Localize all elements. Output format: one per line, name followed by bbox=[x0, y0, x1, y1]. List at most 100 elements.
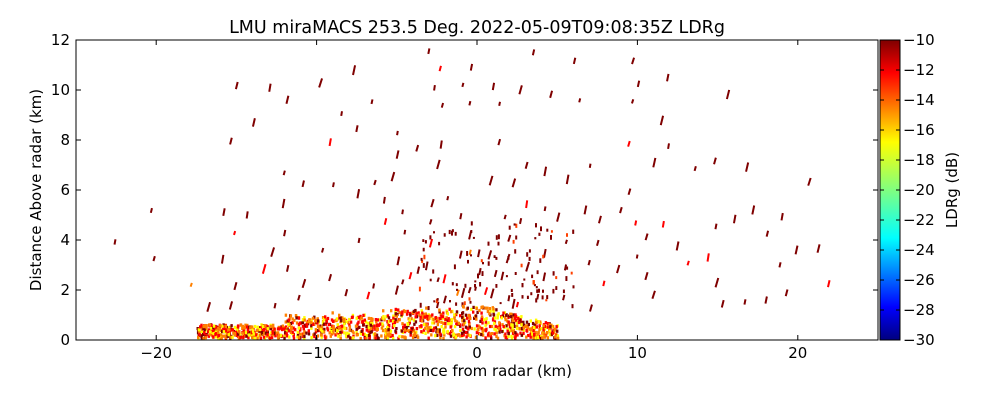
echo-clutter bbox=[316, 321, 319, 325]
echo-clutter bbox=[444, 322, 447, 326]
echo-clutter bbox=[444, 325, 447, 329]
echo-clutter bbox=[343, 331, 346, 335]
echo-clutter bbox=[236, 325, 240, 329]
echo-clutter bbox=[511, 323, 514, 327]
echo-clutter bbox=[224, 329, 228, 333]
echo-clutter bbox=[510, 334, 513, 338]
echo-clutter bbox=[263, 326, 266, 330]
echo-clutter bbox=[391, 325, 395, 329]
echo-clutter bbox=[389, 333, 392, 337]
echo-clutter bbox=[442, 321, 445, 325]
echo-clutter bbox=[462, 330, 466, 334]
echo-clutter bbox=[341, 316, 344, 320]
echo-clutter bbox=[313, 335, 316, 339]
echo-clutter bbox=[322, 322, 326, 326]
echo-clutter bbox=[525, 328, 528, 332]
echo-clutter bbox=[283, 336, 286, 340]
echo-speckle bbox=[780, 212, 784, 221]
echo-clutter bbox=[256, 336, 259, 340]
echo-clutter bbox=[533, 332, 536, 336]
echo-speckle bbox=[222, 208, 226, 217]
echo-clutter bbox=[375, 327, 378, 331]
echo-clutter bbox=[335, 331, 338, 335]
echo-clutter bbox=[500, 316, 503, 320]
echo-clutter bbox=[395, 314, 398, 318]
echo-speckle bbox=[794, 245, 799, 255]
echo-clutter bbox=[371, 321, 374, 325]
echo-clutter bbox=[394, 307, 397, 311]
echo-clutter bbox=[375, 333, 379, 337]
echo-speckle bbox=[466, 251, 469, 256]
echo-clutter bbox=[412, 333, 415, 337]
echo-clutter bbox=[326, 326, 329, 330]
echo-speckle bbox=[357, 237, 361, 244]
echo-clutter bbox=[241, 324, 244, 328]
echo-clutter bbox=[405, 328, 409, 333]
echo-clutter bbox=[231, 328, 234, 332]
echo-clutter bbox=[239, 323, 243, 327]
echo-clutter bbox=[251, 329, 255, 333]
echo-clutter bbox=[551, 324, 555, 329]
echo-speckle bbox=[587, 259, 591, 266]
echo-clutter bbox=[504, 332, 507, 336]
echo-clutter bbox=[529, 332, 532, 336]
echo-clutter bbox=[339, 330, 342, 334]
colorbar-tick-label: −18 bbox=[903, 151, 935, 169]
echo-speckle bbox=[474, 286, 477, 291]
echo-clutter bbox=[361, 328, 364, 332]
echo-clutter bbox=[303, 330, 306, 334]
colorbar-tick-label: −30 bbox=[903, 331, 935, 349]
echo-clutter bbox=[238, 330, 241, 334]
echo-clutter bbox=[440, 320, 443, 324]
echo-clutter bbox=[461, 319, 464, 323]
echo-clutter bbox=[541, 336, 544, 340]
echo-clutter bbox=[196, 331, 200, 335]
echo-clutter bbox=[389, 329, 393, 333]
echo-clutter bbox=[520, 333, 523, 337]
echo-speckle bbox=[234, 81, 239, 90]
echo-clutter bbox=[320, 333, 323, 337]
echo-clutter bbox=[262, 335, 266, 339]
echo-speckle bbox=[631, 57, 636, 65]
echo-clutter bbox=[331, 311, 334, 315]
echo-clutter bbox=[260, 331, 264, 335]
echo-clutter bbox=[515, 325, 519, 329]
echo-speckle bbox=[469, 300, 472, 304]
echo-speckle bbox=[429, 278, 432, 282]
echo-clutter bbox=[332, 327, 335, 331]
echo-clutter bbox=[205, 325, 208, 329]
echo-speckle bbox=[514, 249, 517, 254]
echo-clutter bbox=[401, 335, 404, 339]
echo-clutter bbox=[382, 316, 385, 320]
echo-clutter bbox=[497, 328, 500, 332]
echo-clutter bbox=[402, 325, 405, 329]
echo-speckle bbox=[438, 241, 441, 246]
echo-clutter bbox=[438, 310, 441, 314]
echo-clutter bbox=[222, 323, 225, 327]
echo-speckle bbox=[644, 233, 649, 241]
echo-clutter bbox=[378, 322, 382, 326]
echo-clutter bbox=[303, 336, 306, 340]
echo-clutter bbox=[553, 330, 556, 334]
echo-clutter bbox=[322, 317, 326, 321]
echo-clutter bbox=[413, 333, 417, 337]
echo-speckle bbox=[497, 138, 502, 146]
echo-speckle bbox=[355, 125, 359, 133]
echo-clutter bbox=[313, 332, 316, 336]
echo-clutter bbox=[199, 325, 202, 329]
echo-clutter bbox=[481, 321, 484, 325]
echo-clutter bbox=[473, 316, 476, 320]
echo-speckle bbox=[273, 302, 277, 309]
echo-clutter bbox=[539, 320, 542, 324]
echo-clutter bbox=[367, 325, 371, 329]
echo-clutter bbox=[365, 324, 368, 329]
echo-clutter bbox=[470, 307, 473, 311]
echo-speckle bbox=[550, 235, 552, 240]
echo-speckle bbox=[507, 256, 510, 260]
echo-clutter bbox=[454, 319, 457, 323]
echo-clutter bbox=[498, 321, 501, 325]
echo-speckle bbox=[461, 302, 464, 307]
echo-speckle bbox=[565, 174, 570, 185]
echo-speckle bbox=[487, 241, 490, 246]
echo-clutter bbox=[415, 315, 419, 319]
